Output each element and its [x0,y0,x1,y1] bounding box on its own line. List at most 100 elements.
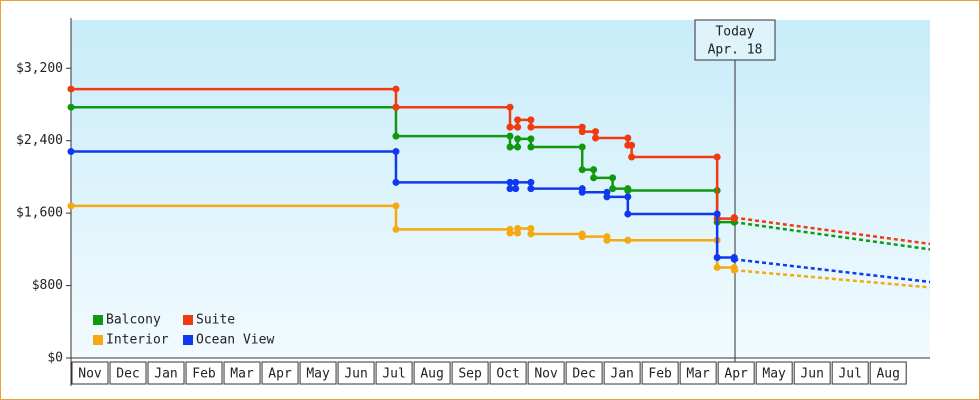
month-box [527,361,565,385]
x-tick-label: Aug [876,367,899,382]
x-tick-label: Jul [382,367,405,382]
point-marker [578,233,586,241]
point-marker [578,188,586,196]
point-marker [578,128,586,136]
point-marker [628,153,636,161]
x-tick-label: Feb [648,367,672,382]
point-marker [67,202,75,210]
month-box [147,361,185,385]
month-box [71,361,109,385]
step-end-marker [506,103,514,111]
point-marker [392,225,400,233]
x-tick-label: Feb [192,367,216,382]
x-tick-label: Jan [610,367,633,382]
point-marker [506,123,514,131]
month-box [299,361,337,385]
x-tick-label: Nov [78,367,102,382]
x-tick-label: Jun [800,367,823,382]
step-end-marker [609,174,617,182]
today-label: Apr. 18 [708,43,763,58]
step-end-marker [527,225,535,233]
month-box [337,361,375,385]
point-marker [624,141,632,149]
point-marker [713,253,721,261]
step-end-marker [514,123,522,131]
point-marker [624,210,632,218]
month-box [223,361,261,385]
point-marker [609,185,617,193]
point-marker [512,178,520,186]
month-box [109,361,147,385]
point-marker [603,193,611,201]
month-box [565,361,603,385]
step-end-marker [512,185,520,193]
legend-label: Suite [196,313,235,328]
x-tick-label: Jul [838,367,861,382]
month-box [793,361,831,385]
step-end-marker [392,85,400,93]
legend-label: Ocean View [196,333,274,348]
x-tick-label: May [306,367,330,382]
month-box [603,361,641,385]
step-end-marker [527,178,535,186]
month-box [413,361,451,385]
month-box [451,361,489,385]
step-end-marker [527,135,535,143]
y-tick-label: $1,600 [16,206,63,221]
step-end-marker [713,210,721,218]
x-tick-label: Mar [230,367,254,382]
point-marker [527,123,535,131]
point-marker [506,143,514,151]
today-label: Today [715,25,754,40]
step-end-marker [590,166,598,174]
x-tick-label: Jan [154,367,177,382]
legend-label: Balcony [106,313,161,328]
point-marker [590,174,598,182]
month-box [489,361,527,385]
x-tick-label: Apr [268,367,292,382]
month-box [679,361,717,385]
step-end-marker [713,153,721,161]
point-marker [67,85,75,93]
x-tick-label: Sep [458,367,482,382]
y-tick-label: $0 [47,351,63,366]
forecast-line [734,220,931,251]
step-end-marker [624,134,632,142]
point-marker [592,134,600,142]
point-marker [392,178,400,186]
plot-background [71,20,930,358]
x-tick-label: Mar [686,367,710,382]
step-end-marker [506,132,514,140]
point-marker [527,143,535,151]
month-box [717,361,755,385]
x-tick-label: Dec [572,367,595,382]
point-marker [624,236,632,244]
point-marker [527,230,535,238]
point-marker [603,236,611,244]
y-tick-label: $2,400 [16,133,63,148]
legend-swatch [183,335,193,345]
point-marker [527,185,535,193]
point-marker [713,263,721,271]
point-marker [67,103,75,111]
legend-label: Interior [106,333,169,348]
forecast-line [734,216,931,246]
month-box [831,361,869,385]
step-end-marker [514,143,522,151]
month-box [869,361,907,385]
step-end-marker [578,143,586,151]
y-tick-label: $3,200 [16,61,63,76]
step-end-marker [592,128,600,136]
point-marker [67,148,75,156]
legend-swatch [183,315,193,325]
step-end-marker [624,193,632,201]
x-tick-label: May [762,367,786,382]
forecast-line [734,268,931,289]
point-marker [506,229,514,237]
forecast-line [734,258,931,284]
step-end-marker [392,202,400,210]
point-marker [624,186,632,194]
point-marker [514,116,522,124]
